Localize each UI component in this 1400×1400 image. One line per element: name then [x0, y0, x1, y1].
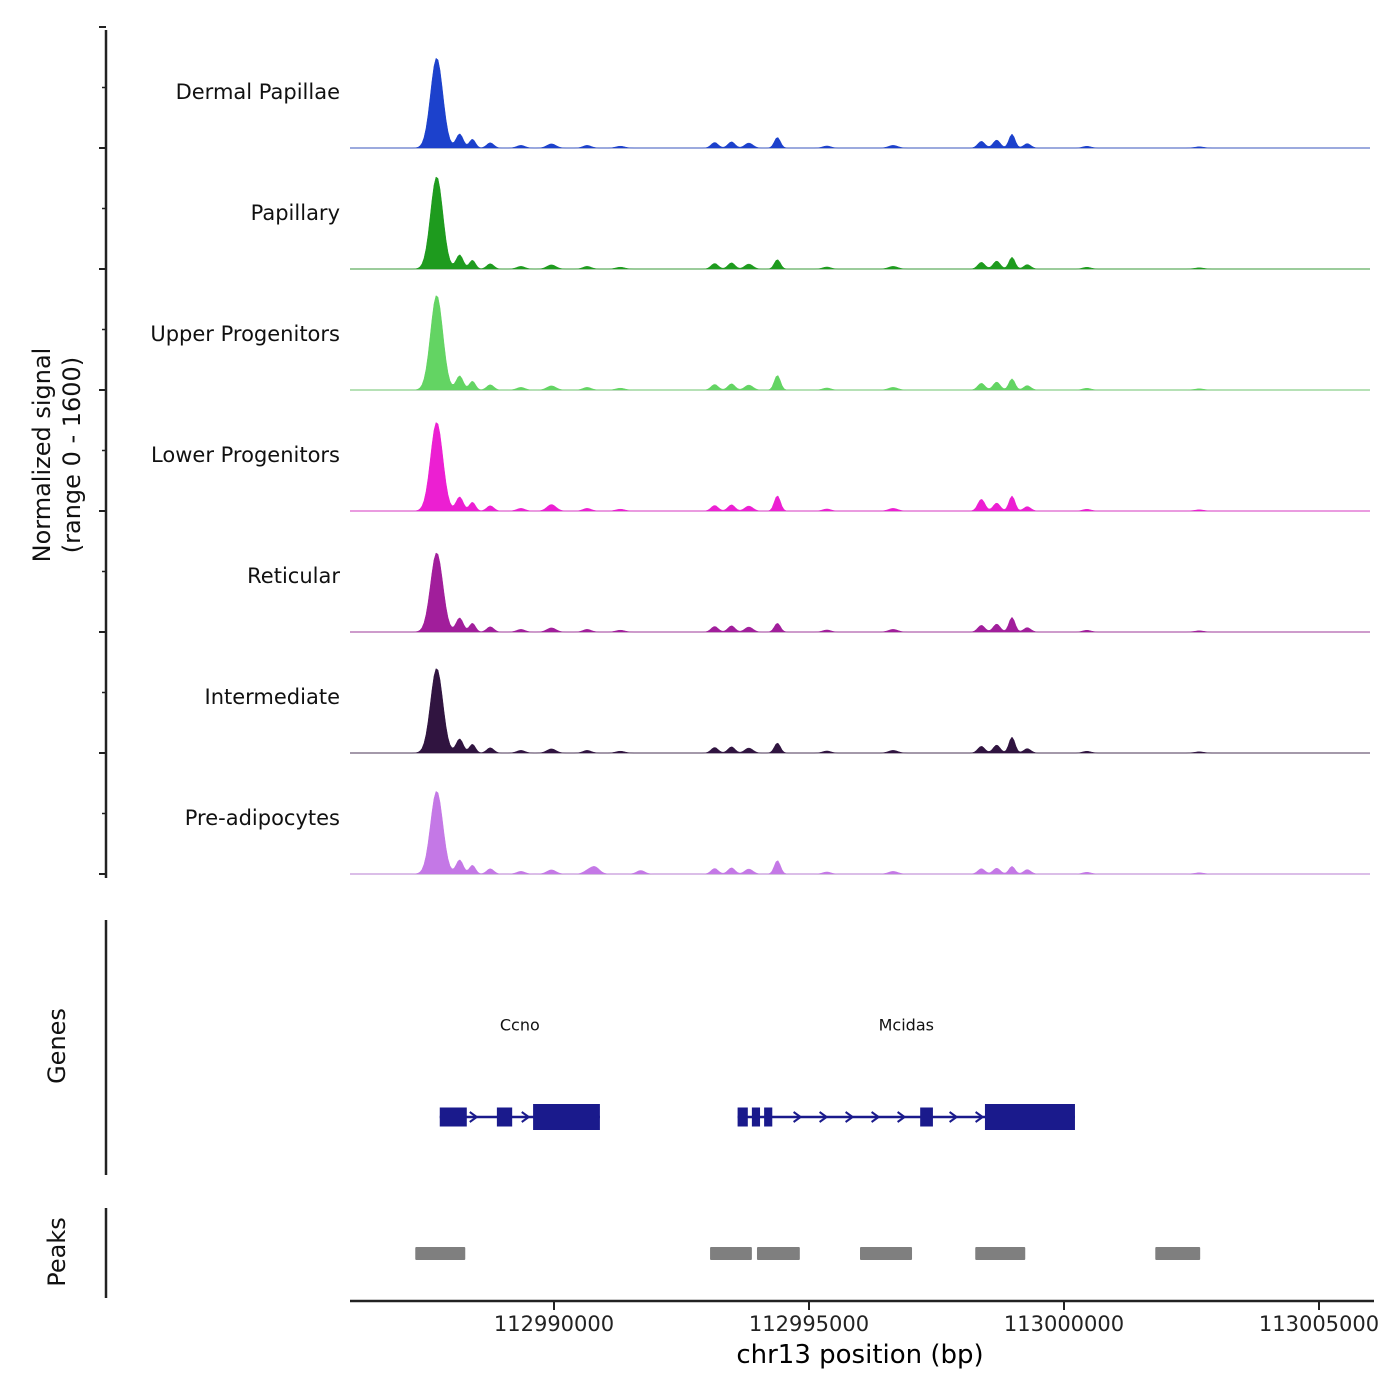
x-axis-label: chr13 position (bp) [736, 1340, 984, 1370]
track-label-reticular: Reticular [247, 564, 340, 588]
signal-area-pre-adipocytes [350, 791, 1370, 875]
y-axis-label-line2: (range 0 - 1600) [58, 356, 86, 554]
strand-arrow-icon [793, 1111, 803, 1123]
gene-name-ccno: Ccno [499, 1015, 540, 1035]
strand-arrow-icon [975, 1111, 985, 1123]
peak-region [1155, 1247, 1201, 1260]
signal-area-intermediate [350, 668, 1370, 754]
genes-section-label: Genes [43, 1008, 71, 1084]
gene-exon-ccno [439, 1107, 467, 1127]
strand-arrow-icon [469, 1111, 479, 1123]
gene-exon-mcidas [751, 1107, 761, 1127]
y-axis-label: Normalized signal (range 0 - 1600) [27, 348, 87, 563]
gene-exon-mcidas [984, 1104, 1075, 1130]
signal-area-dermal-papillae [350, 57, 1370, 149]
gene-exon-ccno [533, 1104, 600, 1130]
track-label-papillary: Papillary [250, 201, 340, 225]
y-axis-label-line1: Normalized signal [28, 347, 56, 563]
track-label-lower-progenitors: Lower Progenitors [151, 443, 340, 467]
gene-exon-mcidas [764, 1107, 773, 1127]
strand-arrow-icon [949, 1111, 959, 1123]
peak-region [415, 1247, 466, 1260]
gene-name-mcidas: Mcidas [878, 1015, 934, 1035]
x-tick-label-112995000: 112995000 [748, 1312, 870, 1336]
peak-region [860, 1247, 913, 1260]
track-label-upper-progenitors: Upper Progenitors [150, 322, 340, 346]
track-label-pre-adipocytes: Pre-adipocytes [184, 806, 340, 830]
signal-area-papillary [350, 176, 1370, 270]
track-label-dermal-papillae: Dermal Papillae [175, 80, 340, 104]
signal-area-reticular [350, 552, 1370, 633]
gene-exon-ccno [496, 1107, 513, 1127]
peak-region [756, 1247, 800, 1260]
x-tick-label-113000000: 113000000 [1003, 1312, 1125, 1336]
strand-arrow-icon [819, 1111, 829, 1123]
strand-arrow-icon [521, 1111, 531, 1123]
gene-exon-mcidas [737, 1107, 748, 1127]
x-tick-label-113005000: 113005000 [1258, 1312, 1380, 1336]
signal-area-upper-progenitors [350, 295, 1370, 391]
peak-region [710, 1247, 752, 1260]
gene-exon-mcidas [920, 1107, 933, 1127]
x-tick-label-112990000: 112990000 [493, 1312, 615, 1336]
strand-arrow-icon [897, 1111, 907, 1123]
peak-region [975, 1247, 1026, 1260]
strand-arrow-icon [845, 1111, 855, 1123]
signal-area-lower-progenitors [350, 422, 1370, 512]
track-label-intermediate: Intermediate [204, 685, 341, 709]
peaks-section-label: Peaks [43, 1217, 71, 1287]
strand-arrow-icon [871, 1111, 881, 1123]
